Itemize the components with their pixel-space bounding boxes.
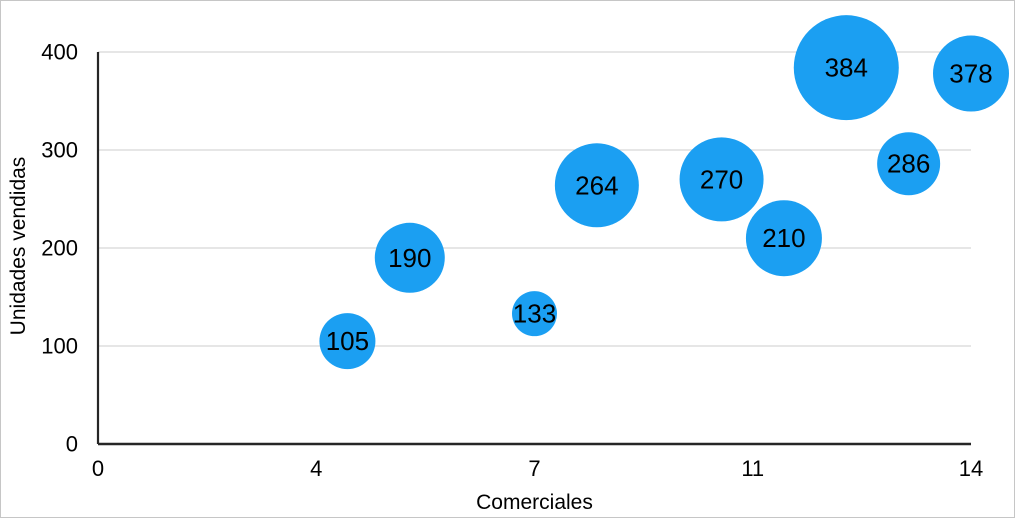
y-tick-label: 400: [41, 40, 78, 65]
x-tick-label: 4: [310, 456, 322, 481]
x-tick-label: 0: [92, 456, 104, 481]
x-tick-label: 14: [959, 456, 983, 481]
bubble[interactable]: [793, 15, 899, 121]
bubble[interactable]: [745, 200, 822, 277]
x-tick-label: 11: [741, 456, 764, 481]
bubble[interactable]: [554, 143, 639, 228]
y-tick-label: 0: [66, 432, 78, 457]
bubble[interactable]: [319, 313, 376, 370]
bubble[interactable]: [512, 291, 557, 337]
y-tick-label: 300: [41, 138, 78, 163]
y-tick-label: 100: [41, 334, 78, 359]
bubble[interactable]: [679, 137, 764, 222]
bubble[interactable]: [933, 35, 1009, 112]
x-tick-label: 7: [528, 456, 540, 481]
y-tick-label: 200: [41, 236, 78, 261]
bubble[interactable]: [877, 132, 941, 196]
bubble[interactable]: [374, 222, 445, 293]
